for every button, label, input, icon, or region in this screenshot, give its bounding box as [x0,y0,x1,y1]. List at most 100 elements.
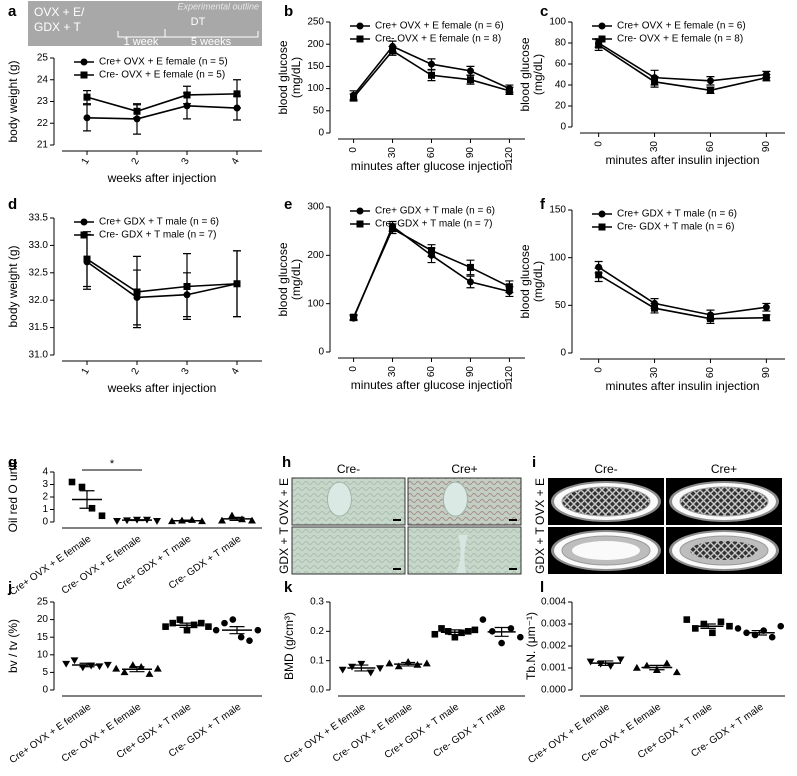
marker [505,87,513,95]
error-bar [229,626,245,635]
x-tick-label: 3 [180,366,193,377]
marker [254,626,262,634]
y-tick-label: 0.001 [541,663,566,674]
y-tick-label: 0 [42,685,48,696]
x-tick-label: Cre+ OVX + E female [8,533,94,598]
y-tick-label: 3 [42,479,48,490]
x-axis-label: minutes after glucose injection [351,378,512,392]
legend-label: Cre- OVX + E female (n = 8) [617,34,743,45]
x-tick-label: 0 [348,147,359,153]
row-label: OVX + E [533,478,547,525]
y-axis-label: body weight (g) [6,60,20,142]
legend-marker [356,220,364,228]
marker [233,280,241,288]
y-tick-label: 0 [42,517,48,528]
x-tick-label: 30 [649,141,660,153]
y-tick-label: 0.004 [541,597,566,608]
marker [350,313,358,321]
marker [422,659,431,667]
y-tick-label: 0 [318,347,324,358]
marker [672,668,681,676]
marker [70,657,79,665]
marker [394,662,403,670]
y-tick-label: 60 [555,59,567,70]
panel-letter: h [282,454,291,471]
legend-marker [80,71,88,79]
marker [479,616,487,623]
marker [595,41,603,49]
y-tick-label: 200 [307,39,324,50]
panel-letter: d [8,196,17,213]
y-tick-label: 24 [37,74,49,85]
marker [428,60,435,68]
marker [176,616,184,623]
trabecular [679,486,769,517]
y-axis-label: (mg/dL) [531,261,545,302]
y-axis-label: blood glucose [276,40,290,114]
marker [726,622,733,630]
x-tick-label: 1 [80,366,93,377]
legend-label: Cre- OVX + E female (n = 8) [375,34,501,45]
marker [586,658,595,666]
error-bar [179,622,195,628]
y-tick-label: 0 [560,348,566,359]
outline-period: 5 weeks [191,36,232,48]
marker [385,659,394,667]
x-tick-label: 2 [130,366,143,377]
legend-marker [80,231,88,239]
marker [606,663,615,670]
panel-letter: i [532,454,536,471]
legend-marker [356,22,364,30]
marker [218,516,226,524]
y-tick-label: 0 [318,128,324,139]
series-line [598,44,767,92]
x-tick-label: 60 [426,366,437,378]
error-bar [354,664,369,672]
y-tick-label: 15 [37,632,49,643]
y-tick-label: 1 [42,504,48,515]
x-tick-label: 0 [593,367,604,373]
legend-label: Cre+ GDX + T male (n = 6) [99,217,219,228]
x-tick-label: 1 [80,156,93,167]
series-line [598,266,767,316]
y-tick-label: 31.0 [29,350,49,361]
marker [717,618,725,626]
column-label: Cre- [594,462,617,476]
panel-letter: e [284,196,292,213]
panel-letter: b [284,3,293,20]
trabecular [561,486,651,517]
marker [133,288,141,296]
y-tick-label: 25 [37,53,49,64]
x-tick-label: 2 [130,156,143,167]
marker [183,91,191,99]
marker [777,622,785,630]
legend-label: Cre+ OVX + E female (n = 6) [617,21,746,32]
marker [651,304,659,312]
outline-box [28,1,262,46]
y-axis-label: bv / tv (%) [6,619,20,673]
y-axis-label: blood glucose [518,37,532,111]
y-tick-label: 0 [560,122,566,133]
y-tick-label: 5 [42,667,48,678]
marker [338,666,347,674]
marker [83,255,91,263]
trabecular [572,541,640,560]
y-axis-label: (mg/dL) [289,57,303,98]
marker [438,625,445,632]
legend-label: Cre- GDX + T male (n = 7) [375,219,492,230]
y-axis-label: (mg/dL) [289,259,303,300]
marker [762,314,770,322]
error-bar [401,661,416,667]
x-tick-label: 30 [387,147,398,159]
marker [709,629,716,637]
x-tick-label: 30 [649,367,660,379]
x-axis-label: weeks after injection [107,381,217,395]
x-tick-label: Cre+ OVX + E female [282,701,368,766]
x-tick-label: 4 [230,366,243,377]
marker [183,626,191,634]
x-axis-label: minutes after glucose injection [351,159,512,173]
outline-treatment: OVX + E/ [34,5,85,19]
marker [113,518,121,525]
marker [103,661,112,669]
